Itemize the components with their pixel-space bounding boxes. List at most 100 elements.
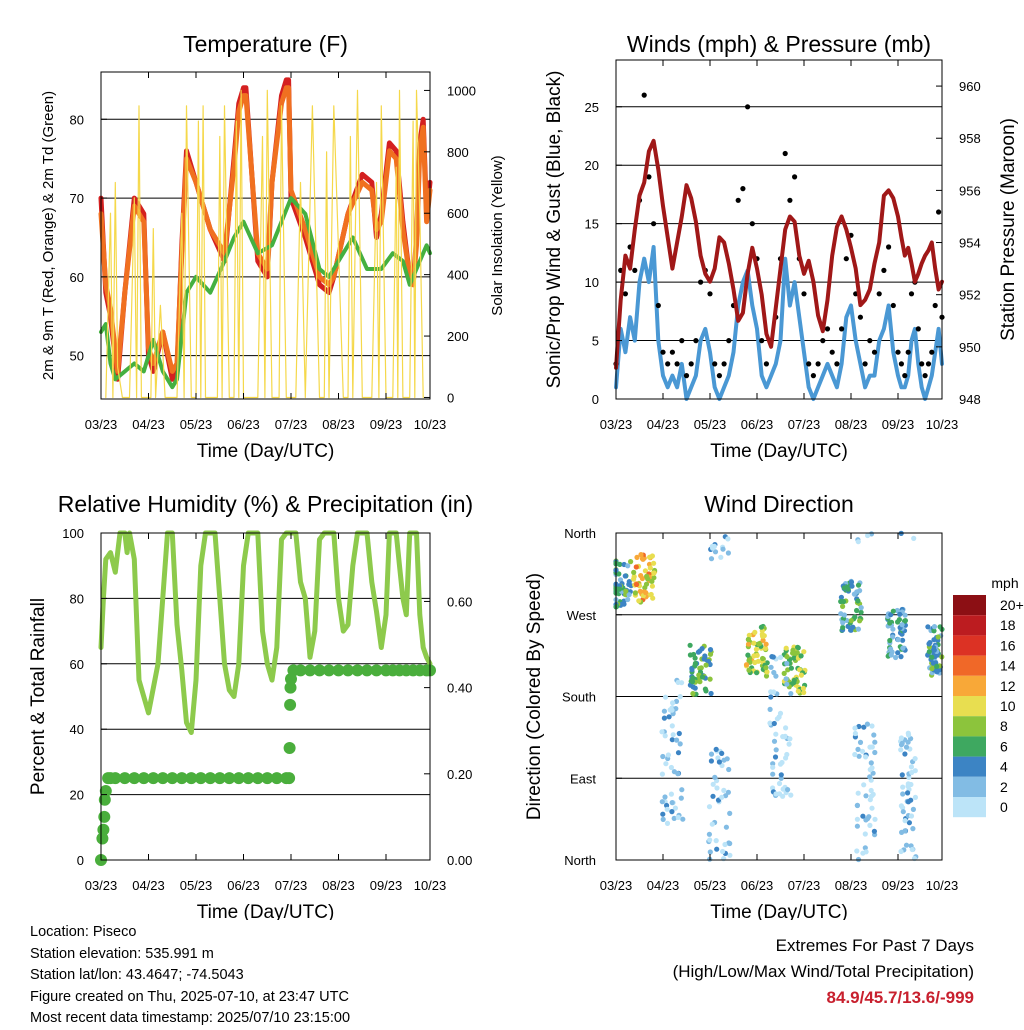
- series-point-gust: [707, 291, 713, 297]
- series-point-gust: [632, 267, 638, 273]
- series-point-gust: [915, 326, 921, 332]
- series-point-precip: [147, 772, 160, 785]
- direction-point: [677, 694, 683, 700]
- direction-point: [707, 647, 714, 653]
- direction-point: [679, 680, 685, 686]
- series-point-gust: [759, 338, 765, 344]
- direction-point: [852, 751, 858, 758]
- direction-point: [908, 764, 915, 770]
- series-point-gust: [712, 361, 718, 367]
- direction-point: [692, 655, 698, 661]
- direction-point: [664, 820, 671, 827]
- direction-point: [773, 731, 779, 737]
- direction-point: [903, 744, 910, 750]
- direction-point: [771, 720, 777, 727]
- series-point-gust: [820, 338, 826, 344]
- y-tick-label-right: 952: [959, 288, 981, 303]
- legend-label: 4: [1000, 759, 1008, 775]
- series-point-gust: [867, 338, 873, 344]
- direction-point: [909, 769, 915, 776]
- direction-point: [664, 806, 670, 812]
- series-point-precip: [284, 681, 297, 694]
- direction-point: [899, 829, 905, 836]
- legend-label: 2: [1000, 779, 1008, 795]
- direction-point: [850, 624, 856, 630]
- legend-swatch: [953, 615, 986, 636]
- series-point-precip: [251, 772, 264, 785]
- series-point-gust: [895, 349, 901, 355]
- direction-point: [636, 598, 642, 604]
- x-tick-label: 04/23: [132, 417, 165, 432]
- direction-point: [784, 654, 790, 660]
- y-axis-label-right: Solar Insolation (Yellow): [489, 155, 506, 315]
- direction-point: [895, 650, 901, 656]
- direction-point: [745, 636, 752, 643]
- legend-label: 6: [1000, 738, 1008, 754]
- direction-point: [861, 782, 867, 788]
- direction-point: [784, 681, 790, 687]
- direction-point: [647, 554, 653, 560]
- direction-point: [638, 552, 644, 558]
- direction-point: [670, 700, 676, 706]
- direction-point: [665, 752, 672, 758]
- x-tick-label: 07/23: [788, 417, 821, 432]
- direction-point: [660, 816, 666, 823]
- direction-point: [855, 790, 861, 796]
- direction-point: [773, 747, 779, 753]
- direction-point: [791, 680, 797, 686]
- x-tick-label: 09/23: [370, 417, 403, 432]
- direction-point: [675, 814, 681, 821]
- direction-point: [782, 734, 788, 740]
- direction-point: [762, 645, 769, 652]
- direction-point: [865, 816, 871, 822]
- direction-point: [872, 816, 878, 822]
- direction-point: [784, 660, 790, 667]
- y-axis-label: Direction (Colored By Speed): [524, 573, 545, 820]
- direction-point: [899, 740, 905, 747]
- direction-point: [838, 598, 844, 605]
- y-tick-label-right: 954: [959, 236, 981, 251]
- x-tick-label: 09/23: [370, 878, 403, 893]
- x-tick-label: 08/23: [835, 878, 868, 893]
- direction-point: [894, 607, 900, 614]
- direction-point: [638, 573, 644, 579]
- direction-point: [763, 641, 769, 647]
- direction-point: [719, 750, 725, 757]
- series-point-gust: [922, 373, 928, 379]
- y-tick-label-right: 0.40: [447, 681, 472, 696]
- y-tick-label-right: 0.00: [447, 853, 472, 868]
- direction-point: [715, 755, 721, 761]
- y-tick-label: 20: [70, 788, 84, 803]
- x-tick-label: 03/23: [600, 417, 633, 432]
- direction-point: [666, 714, 672, 720]
- series-point-gust: [674, 361, 680, 367]
- series-point-gust: [932, 302, 938, 309]
- direction-point: [906, 820, 913, 826]
- x-tick-label: 10/23: [414, 417, 447, 432]
- direction-point: [855, 746, 861, 753]
- direction-point: [856, 753, 862, 759]
- series-point-precip: [304, 664, 316, 677]
- direction-point: [712, 774, 718, 780]
- direction-point: [780, 793, 786, 799]
- direction-point: [770, 764, 776, 770]
- series-point-gust: [646, 174, 652, 180]
- direction-point: [934, 663, 940, 670]
- direction-point: [751, 640, 757, 646]
- direction-point: [720, 546, 726, 552]
- direction-point: [841, 612, 848, 618]
- direction-point: [719, 794, 725, 800]
- extremes-values: 84.9/45.7/13.6/-999: [826, 988, 974, 1007]
- series-point-precip: [313, 664, 326, 677]
- direction-point: [768, 694, 774, 700]
- y-tick-label-right: 958: [959, 131, 981, 146]
- series-point-precip: [185, 772, 198, 785]
- x-tick-label: 04/23: [647, 417, 680, 432]
- direction-point: [776, 780, 783, 787]
- direction-point: [905, 739, 911, 745]
- x-tick-label: 07/23: [788, 878, 821, 893]
- direction-point: [726, 766, 732, 773]
- direction-point: [867, 774, 873, 780]
- direction-point: [909, 846, 915, 853]
- series-point-gust: [806, 361, 812, 367]
